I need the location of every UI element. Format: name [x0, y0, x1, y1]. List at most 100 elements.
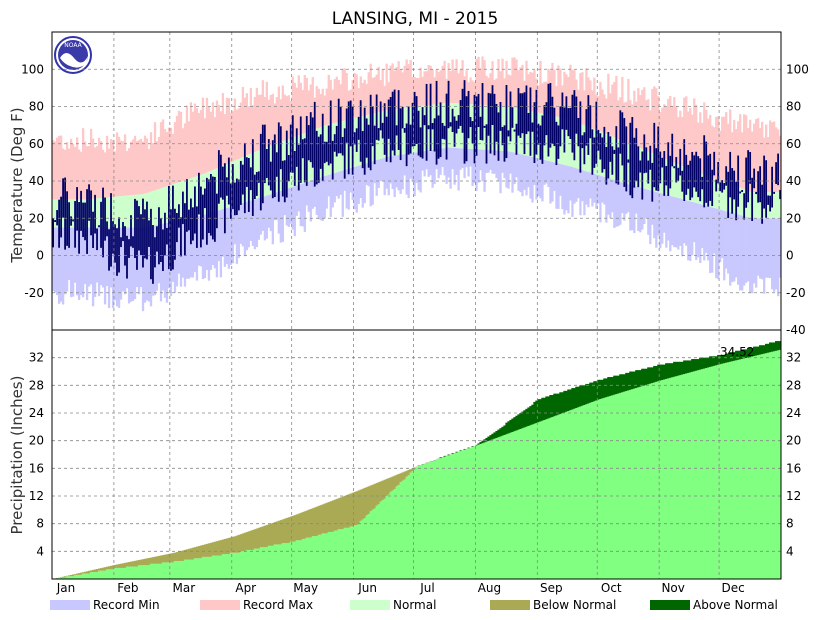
normal-precip-bar	[639, 386, 642, 579]
record-max-bar	[369, 63, 372, 115]
record-min-bar	[187, 217, 191, 279]
above-normal-bar	[687, 360, 690, 373]
record-min-bar	[481, 149, 484, 182]
record-max-bar	[389, 65, 392, 110]
above-normal-bar	[611, 377, 614, 396]
daily-temperature-bar	[70, 216, 72, 226]
record-min-bar	[77, 227, 81, 300]
daily-temperature-bar	[547, 83, 550, 157]
below-normal-bar	[265, 525, 269, 548]
record-max-bar	[673, 97, 676, 163]
record-min-bar	[741, 215, 744, 291]
record-max-bar	[759, 127, 762, 193]
record-min-bar	[521, 154, 524, 197]
daily-temperature-bar	[385, 116, 388, 162]
normal-precip-bar	[345, 527, 348, 579]
normal-precip-bar	[119, 567, 123, 579]
record-max-bar	[343, 68, 346, 121]
below-normal-bar	[103, 567, 107, 571]
daily-temperature-bar	[120, 237, 122, 248]
record-max-bar	[315, 86, 318, 129]
record-min-bar	[689, 201, 692, 262]
daily-temperature-bar	[597, 129, 600, 151]
record-min-bar	[219, 209, 223, 278]
normal-precip-bar	[223, 554, 227, 579]
above-normal-bar	[591, 382, 594, 402]
normal-precip-bar	[355, 525, 358, 579]
daily-temperature-bar	[136, 200, 138, 270]
normal-bar	[527, 110, 530, 157]
record-min-bar	[405, 153, 408, 195]
record-min-bar	[133, 227, 137, 300]
normal-precip-bar	[433, 460, 436, 579]
below-normal-bar	[291, 515, 295, 542]
above-normal-bar	[767, 343, 770, 353]
above-normal-bar	[579, 385, 582, 407]
record-min-bar	[93, 227, 97, 297]
normal-precip-bar	[569, 410, 572, 579]
record-min-bar	[643, 188, 646, 225]
record-max-bar	[85, 146, 89, 200]
above-normal-bar	[647, 367, 650, 385]
below-normal-bar	[167, 553, 171, 563]
record-min-bar	[579, 169, 582, 216]
record-min-bar	[87, 227, 91, 287]
normal-precip-bar	[159, 563, 163, 579]
normal-precip-bar	[719, 364, 722, 579]
record-max-bar	[75, 137, 79, 200]
record-min-bar	[613, 179, 616, 228]
normal-precip-bar	[591, 401, 594, 579]
below-normal-bar	[333, 499, 337, 531]
above-normal-bar	[521, 411, 524, 429]
record-max-bar	[633, 90, 636, 146]
daily-temperature-bar	[757, 171, 760, 203]
record-min-bar	[105, 227, 109, 287]
record-max-bar	[217, 104, 221, 168]
record-min-bar	[323, 176, 326, 219]
record-min-bar	[415, 152, 418, 183]
temperature-tick-label-left: 60	[29, 137, 44, 151]
above-normal-bar	[757, 346, 760, 356]
record-min-bar	[585, 171, 588, 205]
daily-temperature-bar	[293, 150, 296, 186]
below-normal-bar	[379, 481, 382, 502]
record-max-bar	[325, 88, 328, 126]
normal-precip-bar	[369, 511, 372, 579]
below-normal-bar	[87, 570, 91, 574]
below-normal-bar	[279, 520, 283, 545]
daily-temperature-bar	[499, 101, 502, 131]
below-normal-bar	[217, 540, 221, 556]
daily-temperature-bar	[203, 188, 206, 209]
daily-temperature-bar	[309, 112, 312, 163]
record-min-bar	[305, 182, 308, 206]
normal-precip-bar	[209, 556, 213, 579]
record-min-bar	[339, 171, 342, 195]
record-min-bar	[733, 213, 736, 282]
above-normal-bar	[583, 385, 586, 405]
below-normal-bar	[325, 502, 329, 534]
record-max-bar	[457, 73, 460, 104]
normal-precip-bar	[773, 351, 776, 579]
record-min-bar	[489, 150, 492, 170]
above-normal-bar	[709, 356, 712, 367]
record-min-bar	[563, 164, 566, 215]
normal-precip-bar	[757, 355, 760, 579]
daily-temperature-bar	[509, 91, 512, 142]
record-max-bar	[597, 96, 600, 132]
normal-precip-bar	[493, 438, 496, 579]
daily-temperature-bar	[545, 102, 548, 136]
daily-temperature-bar	[683, 139, 686, 202]
above-normal-bar	[605, 378, 608, 398]
normal-bar	[733, 185, 736, 214]
normal-precip-bar	[471, 446, 474, 579]
record-min-bar	[215, 210, 219, 278]
record-max-bar	[637, 88, 640, 148]
record-max-bar	[291, 76, 294, 138]
normal-bar	[159, 188, 163, 224]
daily-temperature-bar	[198, 172, 200, 215]
normal-precip-bar	[753, 356, 756, 579]
normal-precip-bar	[299, 540, 303, 579]
record-min-bar	[469, 148, 472, 167]
normal-precip-bar	[89, 572, 93, 579]
